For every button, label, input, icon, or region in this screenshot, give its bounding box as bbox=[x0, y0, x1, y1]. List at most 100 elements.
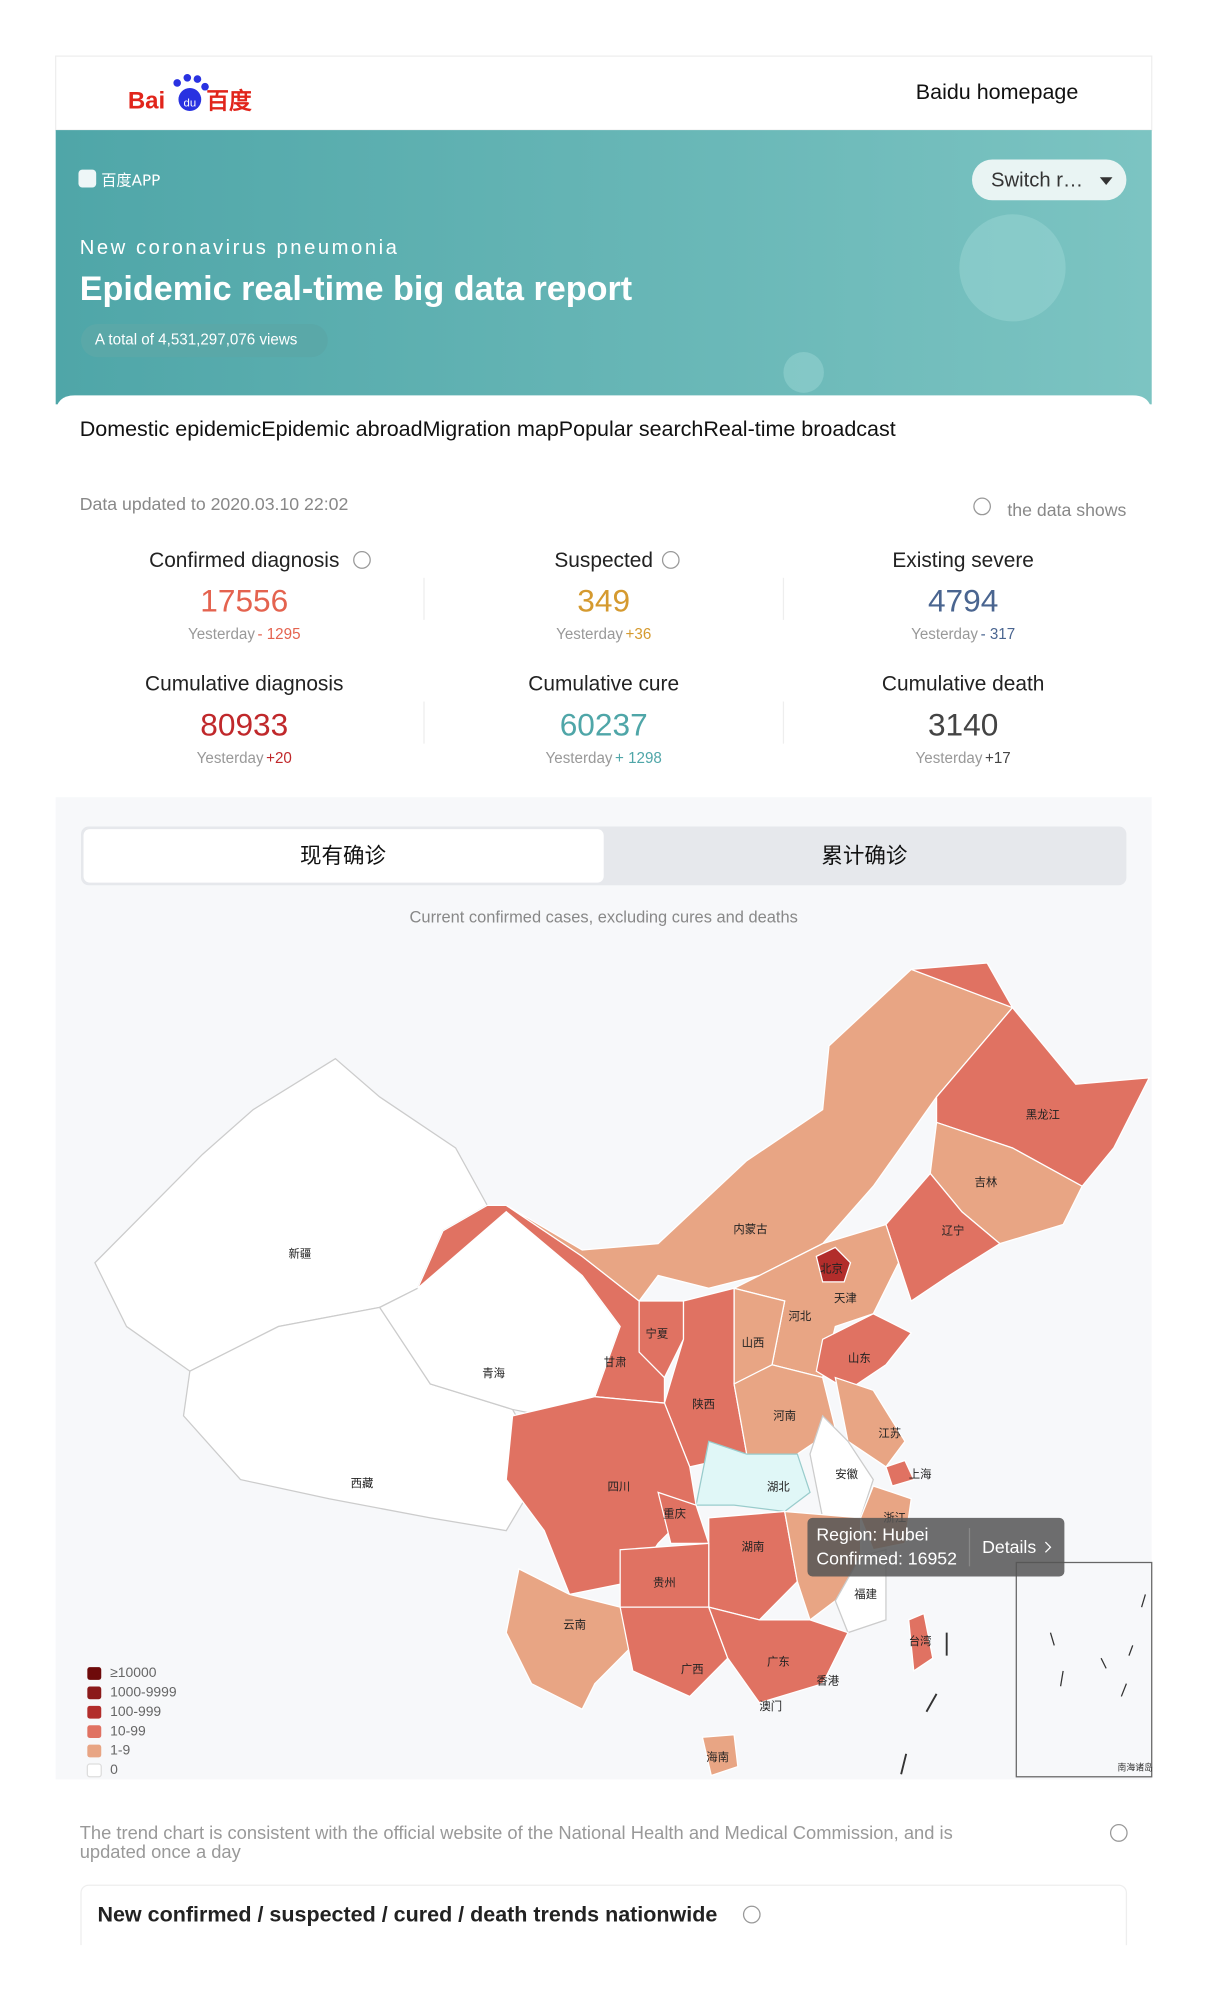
yesterday-change: - 1295 bbox=[257, 626, 300, 643]
province[interactable] bbox=[885, 1172, 1001, 1303]
province[interactable] bbox=[707, 1606, 849, 1704]
legend-label: 10-99 bbox=[110, 1722, 146, 1738]
logo-paw-text: du bbox=[184, 97, 197, 109]
data-note[interactable]: the data shows bbox=[1007, 500, 1126, 520]
province[interactable] bbox=[701, 1734, 739, 1777]
province[interactable] bbox=[505, 1567, 634, 1711]
stat-value: 349 bbox=[577, 583, 630, 619]
region-label: 宁夏 bbox=[645, 1327, 668, 1341]
yesterday-label: Yesterday bbox=[556, 626, 623, 643]
region-label: 广东 bbox=[767, 1654, 790, 1668]
province[interactable] bbox=[505, 1396, 697, 1596]
homepage-link[interactable]: Baidu homepage bbox=[916, 79, 1079, 104]
stat-value: 4794 bbox=[928, 583, 998, 619]
province[interactable] bbox=[908, 1612, 934, 1673]
dropdown-arrow[interactable] bbox=[1099, 177, 1113, 185]
logo-toe bbox=[183, 73, 192, 82]
tooltip bbox=[807, 1517, 1065, 1577]
map-tab-active[interactable] bbox=[83, 829, 604, 883]
province[interactable] bbox=[815, 1313, 913, 1392]
logo-toe bbox=[193, 75, 202, 83]
updated-time: Data updated to 2020.03.10 22:02 bbox=[80, 494, 349, 514]
region-label: 台湾 bbox=[909, 1634, 932, 1648]
legend-label: 1-9 bbox=[110, 1742, 130, 1758]
province[interactable] bbox=[815, 1246, 852, 1283]
help-icon[interactable] bbox=[1109, 1823, 1128, 1842]
tab[interactable]: Popular search bbox=[559, 415, 704, 440]
region-label: 青海 bbox=[482, 1366, 505, 1380]
province[interactable] bbox=[834, 1376, 906, 1468]
banner-subtitle: New coronavirus pneumonia bbox=[80, 237, 400, 259]
boundary-dashes bbox=[900, 1632, 948, 1775]
legend-label: 100-999 bbox=[110, 1703, 161, 1719]
switch-button[interactable] bbox=[972, 159, 1127, 201]
region-label: 陕西 bbox=[692, 1397, 715, 1411]
region-label: 黑龙江 bbox=[1026, 1107, 1060, 1121]
stat-yesterday: Yesterday +20 bbox=[197, 750, 292, 767]
tab[interactable]: Epidemic abroad bbox=[261, 415, 422, 440]
legend-label: 0 bbox=[110, 1761, 118, 1777]
logo-toe bbox=[201, 82, 209, 91]
yesterday-label: Yesterday bbox=[546, 750, 613, 767]
legend-label: 1000-9999 bbox=[110, 1684, 177, 1700]
tooltip-details[interactable]: Details bbox=[982, 1537, 1036, 1557]
province[interactable] bbox=[638, 1300, 685, 1379]
region-label: 辽宁 bbox=[942, 1223, 965, 1237]
stat-label: Suspected bbox=[554, 549, 653, 572]
legend-label: ≥10000 bbox=[110, 1664, 157, 1680]
tab[interactable]: Migration map bbox=[423, 415, 559, 440]
province[interactable] bbox=[619, 1606, 729, 1698]
tab-bar: Domestic epidemicEpidemic abroadMigratio… bbox=[80, 415, 896, 440]
switch-text[interactable]: Switch r… bbox=[991, 169, 1083, 191]
content-card bbox=[55, 395, 1152, 798]
legend-swatch bbox=[87, 1744, 102, 1758]
footer-note: updated once a day bbox=[80, 1841, 242, 1862]
region-label: 甘肃 bbox=[604, 1355, 627, 1369]
region-label: 河南 bbox=[773, 1408, 796, 1422]
legend-swatch bbox=[86, 1763, 102, 1778]
help-icon[interactable] bbox=[661, 551, 680, 569]
app-name: 百度APP bbox=[101, 172, 160, 190]
logo-toe bbox=[173, 79, 181, 87]
trend-title: New confirmed / suspected / cured / deat… bbox=[97, 1901, 717, 1926]
help-icon[interactable] bbox=[353, 551, 371, 569]
help-icon[interactable] bbox=[742, 1905, 761, 1924]
tooltip-confirmed: Confirmed: 16952 bbox=[816, 1549, 957, 1569]
province-highlighted[interactable] bbox=[695, 1440, 811, 1513]
province[interactable] bbox=[885, 1459, 915, 1487]
map-tab[interactable]: 累计确诊 bbox=[821, 844, 907, 869]
region-label: 新疆 bbox=[289, 1246, 312, 1260]
region-label: 西藏 bbox=[351, 1476, 374, 1490]
virus-graphic bbox=[959, 214, 1066, 322]
province[interactable] bbox=[911, 962, 1151, 1188]
yesterday-change: - 317 bbox=[981, 626, 1016, 643]
map-tab[interactable]: 现有确诊 bbox=[300, 844, 386, 869]
help-icon[interactable] bbox=[973, 497, 991, 516]
tab[interactable]: Domestic epidemic bbox=[80, 415, 262, 440]
yesterday-change: + 1298 bbox=[615, 750, 662, 767]
tab[interactable]: Real-time broadcast bbox=[703, 415, 895, 440]
legend-swatch bbox=[87, 1667, 102, 1680]
map-note: Current confirmed cases, excluding cures… bbox=[410, 909, 798, 927]
virus-graphic bbox=[783, 352, 824, 393]
yesterday-label: Yesterday bbox=[916, 750, 983, 767]
logo-cn: 百度 bbox=[206, 87, 252, 114]
region-label: 广西 bbox=[681, 1662, 704, 1676]
yesterday-label: Yesterday bbox=[188, 626, 255, 643]
stat-label: Existing severe bbox=[892, 549, 1034, 572]
region-label: 贵州 bbox=[653, 1575, 676, 1589]
region-label: 山西 bbox=[742, 1336, 765, 1350]
yesterday-label: Yesterday bbox=[197, 750, 264, 767]
chevron[interactable] bbox=[1044, 1541, 1052, 1553]
region-label: 内蒙古 bbox=[733, 1222, 767, 1236]
yesterday-label: Yesterday bbox=[911, 626, 978, 643]
views-pill bbox=[81, 323, 328, 358]
region-label: 重庆 bbox=[663, 1507, 686, 1521]
region-label: 澳门 bbox=[759, 1699, 782, 1713]
stat-label: Cumulative cure bbox=[528, 672, 679, 695]
stat-yesterday: Yesterday +17 bbox=[916, 750, 1011, 767]
stat-yesterday: Yesterday + 1298 bbox=[546, 750, 662, 767]
